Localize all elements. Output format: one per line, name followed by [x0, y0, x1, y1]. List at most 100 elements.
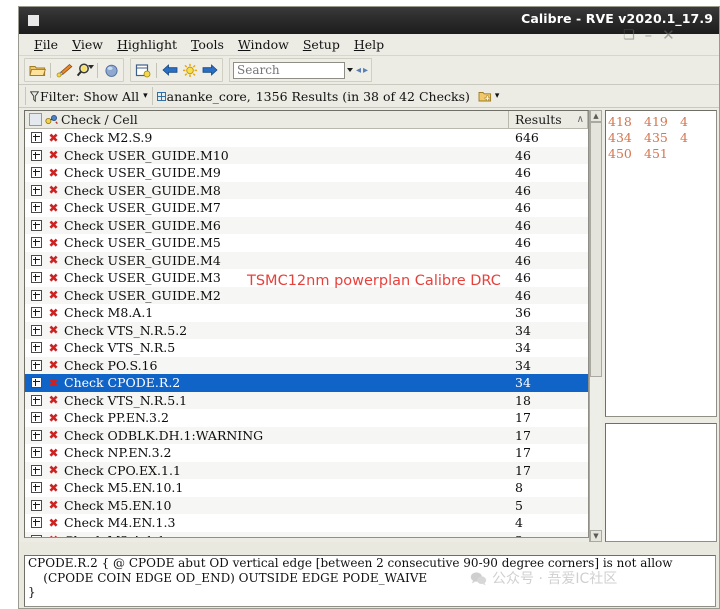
expand-plus-icon[interactable] — [31, 202, 42, 214]
table-row[interactable]: ✖ Check USER_GUIDE.M2 46 — [25, 286, 588, 305]
scroll-thumb[interactable] — [590, 122, 602, 377]
chevron-down-icon[interactable]: ▾ — [494, 91, 500, 101]
table-row[interactable]: ✖ Check USER_GUIDE.M6 46 — [25, 216, 588, 235]
coordinate-row[interactable]: 434 435 4 — [608, 129, 716, 145]
expand-plus-icon[interactable] — [31, 447, 42, 459]
cell-results-count[interactable]: 17 — [509, 427, 588, 445]
cell-results-count[interactable]: 34 — [509, 357, 588, 375]
cell-results-count[interactable]: 17 — [509, 444, 588, 462]
expand-plus-icon[interactable] — [31, 324, 42, 336]
cell-check-name[interactable]: ✖ Check CPO.EX.1.1 — [25, 462, 509, 480]
table-row[interactable]: ✖ Check USER_GUIDE.M10 46 — [25, 146, 588, 165]
cell-results-count[interactable]: 5 — [509, 497, 588, 515]
table-row[interactable]: ✖ Check USER_GUIDE.M4 46 — [25, 251, 588, 270]
menu-item-view[interactable]: View — [65, 37, 110, 52]
cell-check-name[interactable]: ✖ Check USER_GUIDE.M10 — [25, 147, 509, 165]
chevron-down-icon[interactable] — [347, 68, 353, 72]
sort-ascending-icon[interactable]: ∧ — [576, 114, 584, 125]
table-row[interactable]: ✖ Check USER_GUIDE.M3 46 — [25, 269, 588, 287]
expand-plus-icon[interactable] — [31, 482, 42, 494]
cell-results-count[interactable]: 46 — [509, 217, 588, 235]
menu-item-setup[interactable]: Setup — [296, 37, 347, 52]
expand-plus-icon[interactable] — [31, 272, 42, 284]
search-field-wrapper[interactable] — [233, 61, 345, 79]
rule-detail-panel[interactable]: CPODE.R.2 { @ CPODE abut OD vertical edg… — [24, 555, 716, 607]
cell-results-count[interactable]: 4 — [509, 514, 588, 532]
expand-plus-icon[interactable] — [31, 359, 42, 371]
cell-results-count[interactable]: 17 — [509, 462, 588, 480]
highlighter-icon[interactable] — [54, 61, 74, 80]
expand-plus-icon[interactable] — [31, 219, 42, 231]
cell-results-count[interactable]: 8 — [509, 479, 588, 497]
table-row[interactable]: ✖ Check USER_GUIDE.M8 46 — [25, 181, 588, 200]
cell-check-name[interactable]: ✖ Check VTS_N.R.5.2 — [25, 322, 509, 340]
cell-results-count[interactable]: 34 — [509, 322, 588, 340]
cell-results-count[interactable]: 46 — [509, 287, 588, 305]
secondary-info-panel[interactable] — [605, 423, 717, 542]
table-row[interactable]: ✖ Check ODBLK.DH.1:WARNING 17 — [25, 426, 588, 445]
expand-plus-icon[interactable] — [31, 132, 42, 144]
expand-plus-icon[interactable] — [31, 167, 42, 179]
expand-plus-icon[interactable] — [31, 464, 42, 476]
cell-check-name[interactable]: ✖ Check USER_GUIDE.M8 — [25, 182, 509, 200]
expand-plus-icon[interactable] — [31, 307, 42, 319]
column-chooser-icon[interactable] — [29, 113, 42, 126]
cell-check-name[interactable]: ✖ Check USER_GUIDE.M6 — [25, 217, 509, 235]
expand-plus-icon[interactable] — [31, 412, 42, 424]
menu-item-help[interactable]: Help — [347, 37, 391, 52]
cell-check-name[interactable]: ✖ Check PO.S.16 — [25, 357, 509, 375]
cell-check-name[interactable]: ✖ Check NP.EN.3.2 — [25, 444, 509, 462]
scroll-down-button[interactable]: ▼ — [590, 530, 602, 542]
cell-check-name[interactable]: ✖ Check M3.A.1.1 — [25, 532, 509, 537]
expand-plus-icon[interactable] — [31, 237, 42, 249]
table-row[interactable]: ✖ Check M5.EN.10.1 8 — [25, 479, 588, 497]
sphere-icon[interactable] — [101, 61, 121, 80]
arrow-right-icon[interactable] — [200, 61, 220, 80]
nav-next-icon[interactable]: ▸ — [363, 64, 369, 76]
table-row[interactable]: ✖ Check M2.S.9 646 — [25, 129, 588, 147]
cell-check-name[interactable]: ✖ Check USER_GUIDE.M7 — [25, 199, 509, 217]
table-row[interactable]: ✖ Check VTS_N.R.5 34 — [25, 339, 588, 357]
cell-results-count[interactable]: 36 — [509, 304, 588, 322]
cell-results-count[interactable]: 46 — [509, 182, 588, 200]
menu-item-tools[interactable]: Tools — [184, 37, 231, 52]
zoom-dropdown-icon[interactable] — [74, 61, 94, 80]
table-vertical-scrollbar[interactable]: ▲ ▼ — [589, 110, 602, 542]
cell-check-name[interactable]: ✖ Check USER_GUIDE.M4 — [25, 252, 509, 270]
arrow-left-icon[interactable] — [160, 61, 180, 80]
result-coordinates-panel[interactable]: 418 419 4 434 435 4 450 451 — [605, 110, 717, 417]
cell-check-name[interactable]: ✖ Check M4.EN.1.3 — [25, 514, 509, 532]
chevron-down-icon[interactable]: ▾ — [143, 91, 148, 101]
search-input[interactable] — [234, 63, 344, 77]
table-row[interactable]: ✖ Check M5.EN.10 5 — [25, 496, 588, 515]
expand-plus-icon[interactable] — [31, 149, 42, 161]
table-row[interactable]: ✖ Check NP.EN.3.2 17 — [25, 444, 588, 462]
expand-plus-icon[interactable] — [31, 377, 42, 389]
filter-show-all-button[interactable]: Filter: Show All ▾ — [25, 87, 153, 105]
restore-icon[interactable]: ❏ — [623, 27, 635, 43]
cell-check-name[interactable]: ✖ Check USER_GUIDE.M3 — [25, 269, 509, 287]
expand-plus-icon[interactable] — [31, 534, 42, 537]
table-row[interactable]: ✖ Check VTS_N.R.5.2 34 — [25, 321, 588, 340]
table-row[interactable]: ✖ Check M3.A.1.1 3 — [25, 531, 588, 537]
cell-results-count[interactable]: 18 — [509, 392, 588, 410]
cell-results-count[interactable]: 34 — [509, 374, 588, 392]
table-row[interactable]: ✖ Check VTS_N.R.5.1 18 — [25, 391, 588, 410]
expand-plus-icon[interactable] — [31, 254, 42, 266]
table-row[interactable]: ✖ Check M4.EN.1.3 4 — [25, 514, 588, 532]
cell-results-count[interactable]: 3 — [509, 532, 588, 537]
cell-check-name[interactable]: ✖ Check ODBLK.DH.1:WARNING — [25, 427, 509, 445]
table-row[interactable]: ✖ Check CPODE.R.2 34 — [25, 374, 588, 392]
column-header-check-cell[interactable]: Check / Cell — [25, 111, 509, 128]
cell-check-name[interactable]: ✖ Check M5.EN.10 — [25, 497, 509, 515]
cell-results-count[interactable]: 46 — [509, 199, 588, 217]
sun-icon[interactable] — [180, 61, 200, 80]
close-icon[interactable]: ✕ — [662, 25, 675, 44]
cell-check-name[interactable]: ✖ Check VTS_N.R.5 — [25, 339, 509, 357]
chevron-down-icon[interactable] — [88, 64, 94, 69]
expand-plus-icon[interactable] — [31, 184, 42, 196]
cell-results-count[interactable]: 646 — [509, 129, 588, 147]
table-row[interactable]: ✖ Check PP.EN.3.2 17 — [25, 409, 588, 427]
expand-plus-icon[interactable] — [31, 429, 42, 441]
cell-check-name[interactable]: ✖ Check VTS_N.R.5.1 — [25, 392, 509, 410]
